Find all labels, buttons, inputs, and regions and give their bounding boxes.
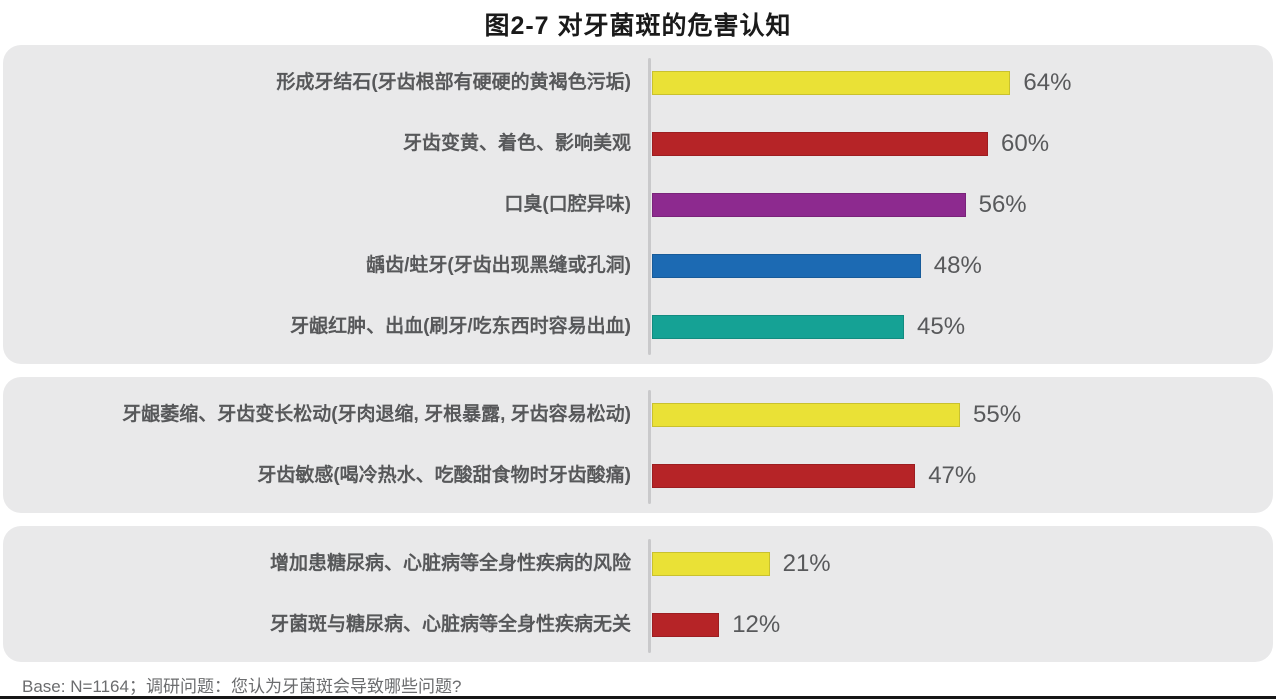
- bar: [652, 402, 960, 427]
- bar-track: 47%: [631, 462, 1273, 490]
- bottom-rule: [0, 696, 1276, 699]
- bar-track: 60%: [631, 130, 1273, 158]
- chart-panels: 形成牙结石(牙齿根部有硬硬的黄褐色污垢) 64% 牙齿变黄、着色、影响美观 60…: [3, 45, 1273, 662]
- axis-line: [648, 390, 651, 504]
- bar-row: 形成牙结石(牙齿根部有硬硬的黄褐色污垢) 64%: [3, 52, 1273, 113]
- bar: [652, 131, 988, 156]
- bar-row: 牙龈红肿、出血(刷牙/吃东西时容易出血) 45%: [3, 296, 1273, 357]
- bar-row: 龋齿/蛀牙(牙齿出现黑缝或孔洞) 48%: [3, 235, 1273, 296]
- bar-row: 牙齿变黄、着色、影响美观 60%: [3, 113, 1273, 174]
- bar-track: 48%: [631, 252, 1273, 280]
- category-label: 增加患糖尿病、心脏病等全身性疾病的风险: [269, 552, 631, 574]
- bar-track: 55%: [631, 401, 1273, 429]
- bar-track: 12%: [631, 611, 1273, 639]
- value-label: 12%: [732, 610, 781, 638]
- value-label: 64%: [1023, 68, 1072, 96]
- value-label: 56%: [978, 190, 1027, 218]
- bar: [652, 612, 720, 637]
- value-label: 21%: [782, 549, 831, 577]
- bar-track: 56%: [631, 191, 1273, 219]
- value-label: 45%: [917, 312, 966, 340]
- bar: [652, 463, 916, 488]
- category-label: 形成牙结石(牙齿根部有硬硬的黄褐色污垢): [276, 71, 631, 93]
- bar-row: 增加患糖尿病、心脏病等全身性疾病的风险 21%: [3, 533, 1273, 594]
- value-label: 48%: [933, 251, 982, 279]
- axis-line: [648, 58, 651, 355]
- bar: [652, 253, 921, 278]
- bar: [652, 70, 1011, 95]
- category-label: 牙菌斑与糖尿病、心脏病等全身性疾病无关: [269, 613, 631, 635]
- value-label: 60%: [1001, 129, 1050, 157]
- bar-row: 牙龈萎缩、牙齿变长松动(牙肉退缩, 牙根暴露, 牙齿容易松动) 55%: [3, 384, 1273, 445]
- chart-group-panel: 牙龈萎缩、牙齿变长松动(牙肉退缩, 牙根暴露, 牙齿容易松动) 55% 牙齿敏感…: [3, 377, 1273, 513]
- value-label: 55%: [973, 400, 1022, 428]
- bar-row: 口臭(口腔异味) 56%: [3, 174, 1273, 235]
- chart-group-panel: 增加患糖尿病、心脏病等全身性疾病的风险 21% 牙菌斑与糖尿病、心脏病等全身性疾…: [3, 526, 1273, 662]
- bar-track: 21%: [631, 550, 1273, 578]
- bar-track: 64%: [631, 69, 1273, 97]
- chart-group-panel: 形成牙结石(牙齿根部有硬硬的黄褐色污垢) 64% 牙齿变黄、着色、影响美观 60…: [3, 45, 1273, 364]
- axis-line: [648, 539, 651, 653]
- category-label: 牙齿敏感(喝冷热水、吃酸甜食物时牙齿酸痛): [257, 464, 631, 486]
- bar-row: 牙齿敏感(喝冷热水、吃酸甜食物时牙齿酸痛) 47%: [3, 445, 1273, 506]
- value-label: 47%: [928, 461, 977, 489]
- bar-track: 45%: [631, 313, 1273, 341]
- category-label: 牙龈萎缩、牙齿变长松动(牙肉退缩, 牙根暴露, 牙齿容易松动): [122, 403, 631, 425]
- bar: [652, 551, 770, 576]
- category-label: 口臭(口腔异味): [504, 193, 631, 215]
- bar: [652, 314, 904, 339]
- category-label: 龋齿/蛀牙(牙齿出现黑缝或孔洞): [366, 254, 631, 276]
- category-label: 牙龈红肿、出血(刷牙/吃东西时容易出血): [290, 315, 631, 337]
- base-note: Base: N=1164；调研问题：您认为牙菌斑会导致哪些问题?: [22, 677, 462, 696]
- bar: [652, 192, 966, 217]
- category-label: 牙齿变黄、着色、影响美观: [402, 132, 631, 154]
- bar-row: 牙菌斑与糖尿病、心脏病等全身性疾病无关 12%: [3, 594, 1273, 655]
- chart-title: 图2-7 对牙菌斑的危害认知: [484, 12, 792, 40]
